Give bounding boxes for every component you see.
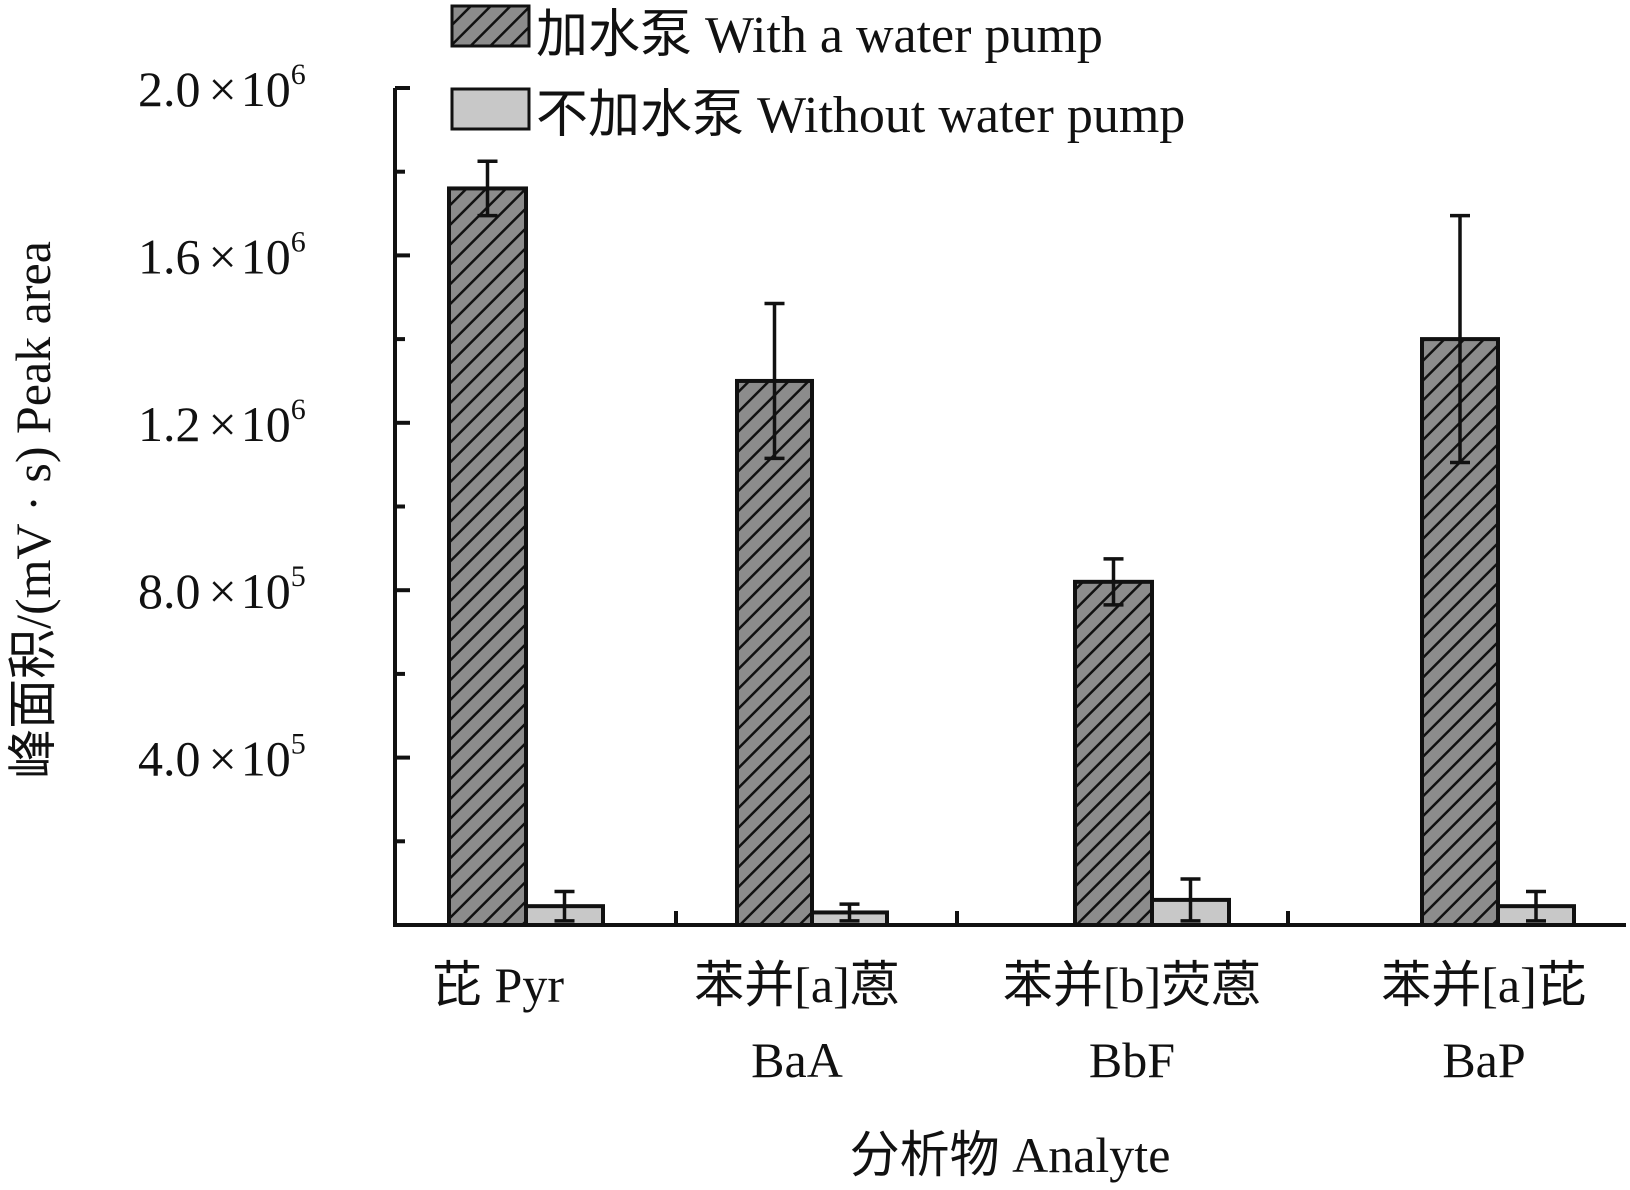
legend: 加水泵 With a water pump 不加水泵 Without water…	[450, 4, 1185, 144]
x-category-label-abbr: BaA	[751, 1032, 843, 1088]
y-axis-ticks: 4.0 ×105 8.0 ×105 1.2 ×106 1.6 ×106 2.0 ×106	[138, 58, 410, 844]
legend-label-without-pump: 不加水泵 Without water pump	[536, 87, 1185, 144]
x-category-label-abbr: BbF	[1089, 1032, 1175, 1088]
error-bars-group	[477, 159, 1546, 923]
y-axis-title: 峰面积/(mV · s) Peak area	[5, 241, 61, 779]
plot-area: 4.0 ×105 8.0 ×105 1.2 ×106 1.6 ×106 2.0 ×106	[138, 58, 1626, 928]
y-tick-label: 1.2 ×106	[138, 393, 306, 452]
y-tick-label: 4.0 ×105	[138, 728, 306, 787]
legend-swatch-without-pump	[450, 87, 531, 131]
legend-swatch-with-pump	[450, 4, 531, 48]
y-tick-label: 8.0 ×105	[138, 560, 306, 619]
x-category-labels: 芘 Pyr 苯并[a]蒽 BaA 苯并[b]荧蒽 BbF 苯并[a]芘 BaP	[432, 957, 1587, 1088]
x-axis-ticks	[674, 911, 1290, 925]
bar-with-pump	[735, 378, 814, 927]
y-tick-label: 2.0 ×106	[138, 58, 306, 117]
bar-with-pump	[1073, 579, 1154, 928]
legend-label-with-pump: 加水泵 With a water pump	[536, 7, 1103, 64]
bar-with-pump	[447, 186, 528, 927]
bars-group	[447, 186, 1576, 928]
x-category-label: 苯并[a]芘	[1381, 957, 1587, 1013]
y-tick-label: 1.6 ×106	[138, 225, 306, 284]
x-category-label: 芘 Pyr	[432, 957, 564, 1013]
x-category-label: 苯并[a]蒽	[694, 957, 900, 1013]
x-axis-title: 分析物 Analyte	[850, 1127, 1171, 1183]
x-category-label: 苯并[b]荧蒽	[1003, 957, 1261, 1013]
x-category-label-abbr: BaP	[1442, 1032, 1525, 1088]
